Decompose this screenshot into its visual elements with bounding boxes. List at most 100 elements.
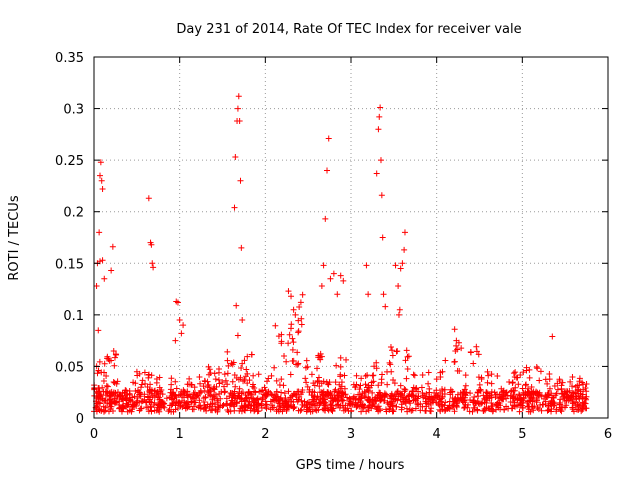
data-point xyxy=(392,262,399,269)
data-point xyxy=(583,396,590,403)
data-point xyxy=(283,399,290,406)
data-point xyxy=(235,93,242,100)
data-point xyxy=(437,398,444,405)
data-point xyxy=(462,401,469,408)
data-point xyxy=(576,375,583,382)
data-point xyxy=(357,382,364,389)
data-point xyxy=(225,362,232,369)
data-point xyxy=(305,406,312,413)
data-point xyxy=(221,383,228,390)
data-point xyxy=(285,340,292,347)
data-point xyxy=(516,408,523,415)
data-point xyxy=(519,399,526,406)
data-point xyxy=(362,381,369,388)
data-point xyxy=(480,392,487,399)
data-point xyxy=(370,400,377,407)
data-point xyxy=(404,366,411,373)
data-point xyxy=(334,392,341,399)
data-point xyxy=(339,397,346,404)
data-point xyxy=(363,262,370,269)
data-point xyxy=(476,381,483,388)
data-point xyxy=(319,389,326,396)
data-point xyxy=(138,381,145,388)
data-point xyxy=(280,404,287,411)
data-point xyxy=(581,400,588,407)
data-point xyxy=(418,384,425,391)
data-point xyxy=(110,348,117,355)
data-point xyxy=(316,399,323,406)
data-point xyxy=(94,370,101,377)
data-point xyxy=(391,380,398,387)
data-point xyxy=(248,394,255,401)
data-point xyxy=(318,282,325,289)
data-point xyxy=(303,357,310,364)
data-point xyxy=(376,395,383,402)
data-point xyxy=(197,380,204,387)
data-point xyxy=(449,395,456,402)
data-point xyxy=(252,406,259,413)
data-point xyxy=(145,195,152,202)
data-point xyxy=(322,391,329,398)
data-point xyxy=(141,369,148,376)
data-point xyxy=(434,392,441,399)
data-point xyxy=(268,372,275,379)
y-tick-label: 0 xyxy=(76,412,84,427)
data-point xyxy=(221,371,228,378)
data-point xyxy=(285,288,292,295)
data-point xyxy=(451,358,458,365)
data-point xyxy=(544,380,551,387)
data-point xyxy=(362,373,369,380)
data-point xyxy=(116,391,123,398)
data-point xyxy=(399,260,406,267)
data-point xyxy=(473,348,480,355)
data-point xyxy=(262,387,269,394)
y-axis-ticks: 0 0.05 0.1 0.15 0.2 0.25 0.3 0.35 xyxy=(55,51,608,427)
data-point xyxy=(558,386,565,393)
data-point xyxy=(559,403,566,410)
data-point xyxy=(545,389,552,396)
data-point xyxy=(108,267,115,274)
data-point xyxy=(377,104,384,111)
data-point xyxy=(93,403,100,410)
data-point xyxy=(178,330,185,337)
data-point xyxy=(320,262,327,269)
data-point xyxy=(229,361,236,368)
data-point xyxy=(197,387,204,394)
data-point xyxy=(101,369,108,376)
data-point xyxy=(378,192,385,199)
data-point xyxy=(536,377,543,384)
data-point xyxy=(570,408,577,415)
data-point xyxy=(456,368,463,375)
data-point xyxy=(211,384,218,391)
data-point xyxy=(518,396,525,403)
data-point xyxy=(298,321,305,328)
data-point xyxy=(325,135,332,142)
data-point xyxy=(183,400,190,407)
data-point xyxy=(362,394,369,401)
data-point xyxy=(520,369,527,376)
data-point xyxy=(510,393,517,400)
data-point xyxy=(382,303,389,310)
data-point xyxy=(190,390,197,397)
data-point xyxy=(207,401,214,408)
data-point xyxy=(234,105,241,112)
data-point xyxy=(238,390,245,397)
data-point xyxy=(145,408,152,415)
data-point xyxy=(454,391,461,398)
data-point xyxy=(523,367,530,374)
data-point xyxy=(548,408,555,415)
data-point xyxy=(240,378,247,385)
data-point xyxy=(425,380,432,387)
data-point xyxy=(131,402,138,409)
data-point xyxy=(239,404,246,411)
data-point xyxy=(113,380,120,387)
data-point xyxy=(285,388,292,395)
data-point xyxy=(150,402,157,409)
data-point xyxy=(196,397,203,404)
data-point xyxy=(317,350,324,357)
data-point xyxy=(524,388,531,395)
data-point xyxy=(488,380,495,387)
data-point xyxy=(433,376,440,383)
data-point xyxy=(177,391,184,398)
data-point xyxy=(403,375,410,382)
